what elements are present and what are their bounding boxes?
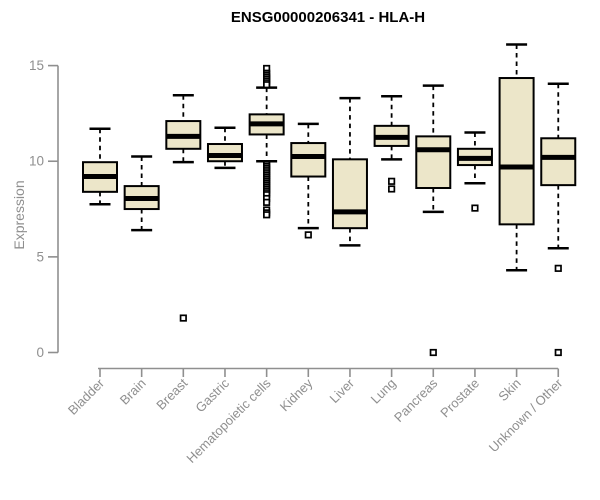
- x-category-label: Unknown / Other: [486, 375, 566, 455]
- x-category-label: Breast: [153, 375, 190, 412]
- y-axis-label: Expression: [11, 180, 27, 249]
- box-group: [498, 43, 535, 272]
- box-group: [373, 94, 410, 193]
- box-group: [331, 96, 368, 247]
- outlier-point: [263, 211, 271, 219]
- outlier-point: [263, 81, 271, 89]
- x-category-label: Bladder: [65, 375, 108, 418]
- x-category-label: Kidney: [277, 375, 316, 414]
- outlier-point: [388, 185, 396, 193]
- outlier-point: [429, 348, 437, 357]
- box-group: [82, 127, 118, 206]
- outlier-point: [471, 204, 479, 212]
- box-group: [540, 82, 577, 357]
- iqr-box: [290, 142, 327, 178]
- box-group: [456, 131, 493, 212]
- x-category-label: Lung: [368, 376, 399, 407]
- box-group: [206, 126, 243, 170]
- y-tick-label: 5: [36, 249, 44, 264]
- outlier-point: [554, 264, 562, 272]
- box-group: [290, 122, 327, 239]
- y-tick-label: 0: [36, 345, 44, 360]
- x-category-label: Prostate: [437, 376, 482, 421]
- iqr-box: [540, 137, 577, 187]
- x-category-label: Pancreas: [391, 375, 441, 425]
- iqr-box: [498, 77, 535, 226]
- x-category-label: Brain: [117, 376, 149, 408]
- x-category-label: Gastric: [192, 375, 232, 415]
- iqr-box: [331, 158, 368, 230]
- outlier-point: [179, 314, 187, 322]
- box-group: [123, 155, 160, 232]
- outlier-point: [263, 198, 271, 206]
- box-group: [248, 64, 285, 219]
- outlier-point: [388, 177, 396, 185]
- iqr-box: [415, 135, 452, 190]
- x-category-label: Skin: [495, 376, 523, 404]
- y-tick-label: 10: [29, 154, 44, 169]
- outlier-point: [304, 231, 312, 239]
- y-tick-label: 15: [29, 58, 44, 73]
- outlier-point: [554, 348, 562, 357]
- box-group: [165, 93, 202, 322]
- box-group: [415, 84, 452, 357]
- chart-title: ENSG00000206341 - HLA-H: [231, 9, 425, 26]
- x-category-label: Liver: [327, 375, 358, 406]
- iqr-box: [206, 143, 243, 163]
